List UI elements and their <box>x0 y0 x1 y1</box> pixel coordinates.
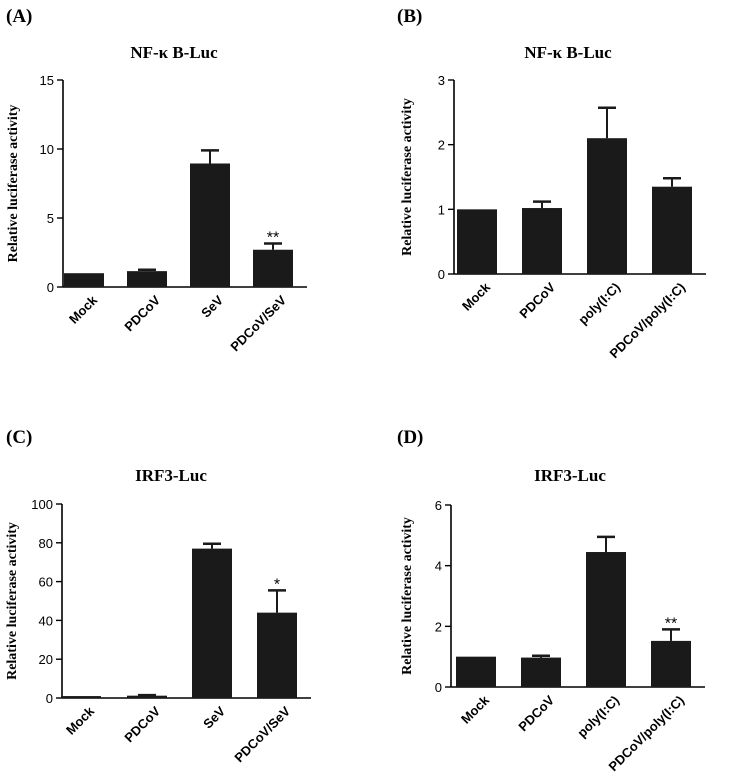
category-label: poly(I:C) <box>575 280 623 328</box>
bar <box>652 186 692 274</box>
category-label: Mock <box>66 292 101 327</box>
y-tick-label: 3 <box>438 73 445 88</box>
significance-marker: ** <box>665 615 677 632</box>
y-tick-label: 4 <box>435 559 442 574</box>
y-tick-label: 15 <box>40 73 54 88</box>
bar <box>64 273 104 287</box>
category-label: Mock <box>458 692 493 727</box>
category-label: SeV <box>200 703 228 731</box>
y-tick-label: 0 <box>46 691 53 706</box>
bar <box>253 249 293 287</box>
y-tick-label: 0 <box>435 680 442 695</box>
category-label: PDCoV/SeV <box>227 292 289 354</box>
chart-title: NF-κ B-Luc <box>524 43 612 62</box>
y-tick-label: 100 <box>31 497 53 512</box>
chart-title: NF-κ B-Luc <box>130 43 218 62</box>
panel-c: (C) IRF3-Luc Relative luciferase activity 0… <box>5 427 311 765</box>
category-label: SeV <box>198 292 226 320</box>
panel-a: (A) NF-κ B-Luc Relative luciferase activit… <box>6 6 307 354</box>
significance-marker: ** <box>267 230 279 247</box>
y-axis-label: Relative luciferase activity <box>5 522 20 680</box>
y-tick-label: 2 <box>435 619 442 634</box>
panel-b: (B) NF-κ B-Luc Relative luciferase activit… <box>397 6 706 361</box>
bar <box>127 271 167 287</box>
category-label: PDCoV/SeV <box>231 703 293 765</box>
panel-label: (D) <box>397 427 423 448</box>
chart-title: IRF3-Luc <box>135 466 207 485</box>
y-tick-label: 80 <box>39 536 53 551</box>
y-tick-label: 10 <box>40 142 54 157</box>
bar <box>521 657 561 687</box>
category-label: poly(I:C) <box>574 693 622 741</box>
y-tick-label: 2 <box>438 138 445 153</box>
panel-label: (B) <box>397 6 422 27</box>
y-tick-label: 0 <box>47 280 54 295</box>
category-label: PDCoV <box>121 703 163 745</box>
category-label: PDCoV <box>121 292 163 334</box>
y-axis-label: Relative luciferase activity <box>6 105 21 263</box>
category-label: Mock <box>459 279 494 314</box>
y-tick-label: 6 <box>435 498 442 513</box>
chart-title: IRF3-Luc <box>534 466 606 485</box>
y-tick-label: 1 <box>438 202 445 217</box>
significance-marker: * <box>274 576 280 593</box>
bar <box>456 656 496 687</box>
bar <box>127 695 167 698</box>
y-tick-label: 60 <box>39 575 53 590</box>
bar <box>257 612 297 698</box>
y-axis-label: Relative luciferase activity <box>400 517 415 675</box>
panel-d: (D) IRF3-Luc Relative luciferase activity 0… <box>397 427 705 774</box>
bar <box>587 138 627 274</box>
category-label: PDCoV <box>516 279 558 321</box>
category-label: Mock <box>63 703 98 738</box>
bar <box>192 548 232 698</box>
bar <box>522 208 562 274</box>
bar <box>190 163 230 287</box>
y-axis-label: Relative luciferase activity <box>400 98 415 256</box>
bar <box>651 640 691 687</box>
y-tick-label: 40 <box>39 613 53 628</box>
panel-label: (C) <box>6 427 32 448</box>
category-label: PDCoV <box>515 692 557 734</box>
y-tick-label: 5 <box>47 211 54 226</box>
panel-label: (A) <box>6 6 32 27</box>
bar <box>61 696 101 698</box>
y-tick-label: 0 <box>438 267 445 282</box>
bar <box>586 552 626 687</box>
bar <box>457 209 497 274</box>
y-tick-label: 20 <box>39 652 53 667</box>
